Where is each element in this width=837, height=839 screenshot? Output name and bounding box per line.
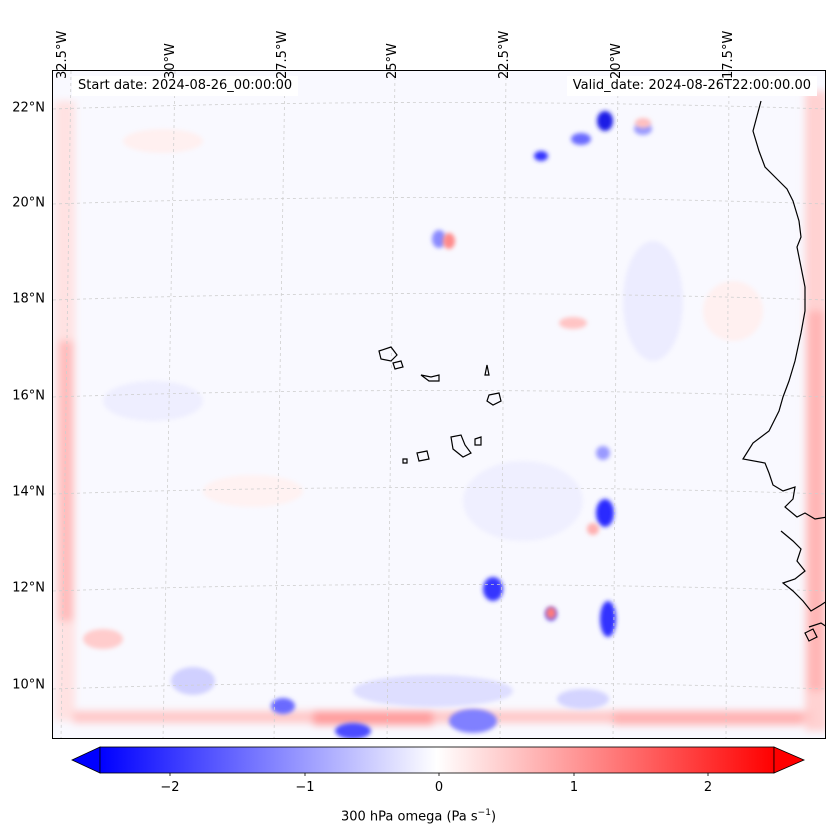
colorbar-body [99,746,775,774]
gridlines [53,71,825,738]
gambia-coast [780,530,825,612]
colorbar-label-close: ) [490,809,497,825]
valid-date-label: Valid_date: 2024-08-26T22:00:00.00 [566,76,817,96]
lon-label-17-5: 17.5°W [721,30,736,79]
lat-label-10: 10°N [12,677,45,693]
island-maio [474,436,482,446]
lat-label-18: 18°N [12,291,45,307]
island-fogo [416,450,430,462]
colorbar-tick-marks [169,773,709,776]
colorbar-label-text: 300 hPa omega (Pa s [340,809,478,825]
island-sao-nicolau [420,374,440,382]
island-brava [402,458,408,464]
start-date-label: Start date: 2024-08-26_00:00:00 [72,76,299,96]
boundary-edges [55,91,825,731]
african-coastline [742,100,825,520]
colorbar-tick-0: 0 [434,780,444,795]
coastline [378,100,825,642]
colorbar-label: 300 hPa omega (Pa s−1) [0,808,837,824]
lat-label-22: 22°N [12,100,45,116]
colorbar-label-exponent: −1 [477,808,491,818]
lat-label-16: 16°N [12,388,45,404]
colorbar-tick-1: 1 [569,780,579,795]
colorbar-tick-neg2: −2 [160,780,180,795]
omega-field-map [53,71,825,738]
island-boa-vista [486,392,502,406]
colorbar-extend-min [71,746,101,774]
lon-label-20: 20°W [609,43,624,79]
island-sao-vicente [392,360,404,370]
island-santo-antao [378,346,398,362]
lon-label-30: 30°W [163,43,178,79]
lat-label-12: 12°N [12,580,45,596]
island-santiago [450,434,472,458]
lon-label-22-5: 22.5°W [497,30,512,79]
negative-omega-patches [103,111,683,738]
lat-label-20: 20°N [12,195,45,211]
lon-label-25: 25°W [385,43,400,79]
bissagos-coast [804,622,825,642]
colorbar-extend-max [773,746,806,774]
island-sal [484,364,490,376]
lon-label-32-5: 32.5°W [55,30,70,79]
colorbar-tick-neg1: −1 [295,780,315,795]
lon-label-27-5: 27.5°W [275,30,290,79]
map-panel [52,70,826,739]
lat-label-14: 14°N [12,484,45,500]
colorbar-tick-2: 2 [703,780,713,795]
colorbar [71,746,806,776]
